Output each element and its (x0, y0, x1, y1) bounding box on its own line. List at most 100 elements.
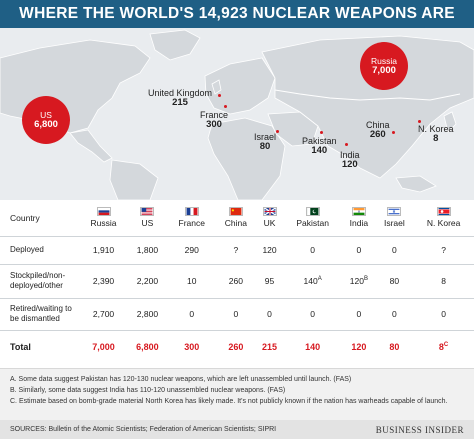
weapons-table: Country Russia US France China UK (0, 200, 474, 363)
col-israel: Israel (376, 200, 414, 236)
col-russia: Russia (80, 200, 127, 236)
table-cell: 2,390 (80, 263, 128, 298)
india-map-label: India 120 (340, 150, 360, 170)
china-count: 260 (369, 129, 386, 140)
table-cell: 0 (167, 297, 216, 330)
row-label: Deployed (0, 235, 80, 264)
page-title: WHERE THE WORLD'S 14,923 NUCLEAR WEAPONS… (19, 5, 455, 22)
table-cell: 80 (375, 329, 414, 363)
country-name: N. Korea (426, 218, 461, 229)
table-cell: 0 (342, 297, 376, 330)
us-value: 6,800 (34, 119, 58, 130)
table-row-retired: Retired/waiting to be dismantled 2,700 2… (0, 297, 474, 330)
france-flag-icon (184, 207, 199, 217)
footer: SOURCES: Bulletin of the Atomic Scientis… (0, 420, 474, 439)
india-count: 120 (341, 159, 358, 170)
uk-flag-icon (262, 207, 277, 217)
pakistan-marker (320, 131, 323, 134)
table-cell: 10 (167, 263, 216, 298)
table-cell: 2,700 (80, 297, 128, 330)
table-cell: 0 (215, 297, 256, 330)
table-row-total: Total 7,000 6,800 300 260 215 140 120 80… (0, 329, 474, 363)
footnote-marker: B (363, 276, 368, 283)
table-cell: 1,910 (80, 235, 128, 264)
footnote-marker: C (443, 341, 449, 348)
table-cell: 140 (283, 329, 343, 363)
country-name: Russia (90, 218, 117, 229)
footnotes: A. Some data suggest Pakistan has 120-13… (0, 368, 474, 420)
table-cell: 7,000 (80, 329, 128, 363)
pakistan-name: Pakistan (302, 136, 337, 146)
russia-flag-icon (96, 207, 111, 217)
col-nkorea: N. Korea (413, 200, 474, 236)
china-marker (392, 131, 395, 134)
table-cell: 300 (167, 329, 216, 363)
table-cell: 95 (255, 263, 284, 298)
table-cell: 8 (413, 263, 474, 298)
us-bubble: US 6,800 (22, 96, 70, 144)
country-name: Pakistan (296, 218, 329, 229)
france-map-label: France 300 (200, 110, 228, 130)
nkorea-count: 8 (433, 133, 439, 144)
nkorea-marker (418, 120, 421, 123)
weapons-table-container: Country Russia US France China UK (0, 200, 474, 366)
col-uk: UK (256, 200, 283, 236)
country-name: France (178, 218, 205, 229)
cell-value: 8 (438, 341, 444, 352)
table-cell: 0 (342, 235, 376, 264)
country-name: Israel (383, 218, 405, 229)
us-flag-icon (140, 207, 155, 217)
country-name: China (224, 218, 247, 229)
pakistan-map-label: Pakistan 140 (302, 136, 337, 156)
footnote-c: C. Estimate based on bomb-grade material… (10, 398, 448, 405)
col-us: US (127, 200, 168, 236)
cell-value: 120 (349, 276, 364, 286)
table-cell: 260 (215, 329, 256, 363)
uk-map-label: United Kingdom 215 (148, 88, 212, 108)
table-cell: ? (215, 235, 256, 264)
table-row-deployed: Deployed 1,910 1,800 290 ? 120 0 0 0 ? (0, 235, 474, 264)
russia-value: 7,000 (372, 65, 396, 76)
india-name: India (340, 150, 360, 160)
china-name: China (366, 120, 390, 130)
row-label: Stockpiled/non-deployed/other (0, 263, 80, 298)
table-cell: 1,800 (127, 235, 168, 264)
table-row-stockpiled: Stockpiled/non-deployed/other 2,390 2,20… (0, 263, 474, 298)
table-cell: 80 (375, 263, 414, 298)
uk-marker (218, 94, 221, 97)
sources-text: SOURCES: Bulletin of the Atomic Scientis… (10, 426, 277, 433)
china-flag-icon (228, 207, 243, 217)
table-header-row: Country Russia US France China UK (0, 200, 474, 236)
israel-flag-icon (387, 207, 402, 217)
table-cell: 6,800 (127, 329, 168, 363)
israel-count: 80 (259, 141, 271, 152)
country-name: US (141, 218, 154, 229)
russia-label: Russia (371, 56, 397, 66)
row-label: Total (0, 329, 80, 363)
france-name: France (200, 110, 229, 120)
table-cell: 120 (342, 329, 376, 363)
france-count: 300 (206, 119, 222, 130)
table-cell: 2,200 (127, 263, 168, 298)
pakistan-flag-icon (305, 207, 320, 217)
footnote-b: B. Similarly, some data suggest India ha… (10, 387, 286, 394)
brand-logo: BUSINESS INSIDER (375, 424, 464, 435)
country-name: India (349, 218, 369, 229)
nkorea-flag-icon (436, 207, 451, 217)
cell-value: 140 (303, 276, 318, 286)
country-name: UK (263, 218, 276, 229)
title-bar: WHERE THE WORLD'S 14,923 NUCLEAR WEAPONS… (0, 0, 474, 28)
china-map-label: China 260 (366, 120, 390, 140)
table-cell: 120 (255, 235, 284, 264)
table-cell: 0 (375, 297, 414, 330)
table-cell: 0 (283, 297, 343, 330)
table-cell: 0 (375, 235, 414, 264)
table-cell: 140A (283, 263, 343, 298)
russia-bubble: Russia 7,000 (360, 42, 408, 90)
table-cell: 120B (342, 263, 376, 298)
us-label: US (40, 110, 52, 120)
footnote-a: A. Some data suggest Pakistan has 120-13… (10, 376, 352, 383)
nkorea-name: N. Korea (418, 124, 454, 134)
table-cell: 2,800 (127, 297, 168, 330)
france-marker (224, 105, 227, 108)
